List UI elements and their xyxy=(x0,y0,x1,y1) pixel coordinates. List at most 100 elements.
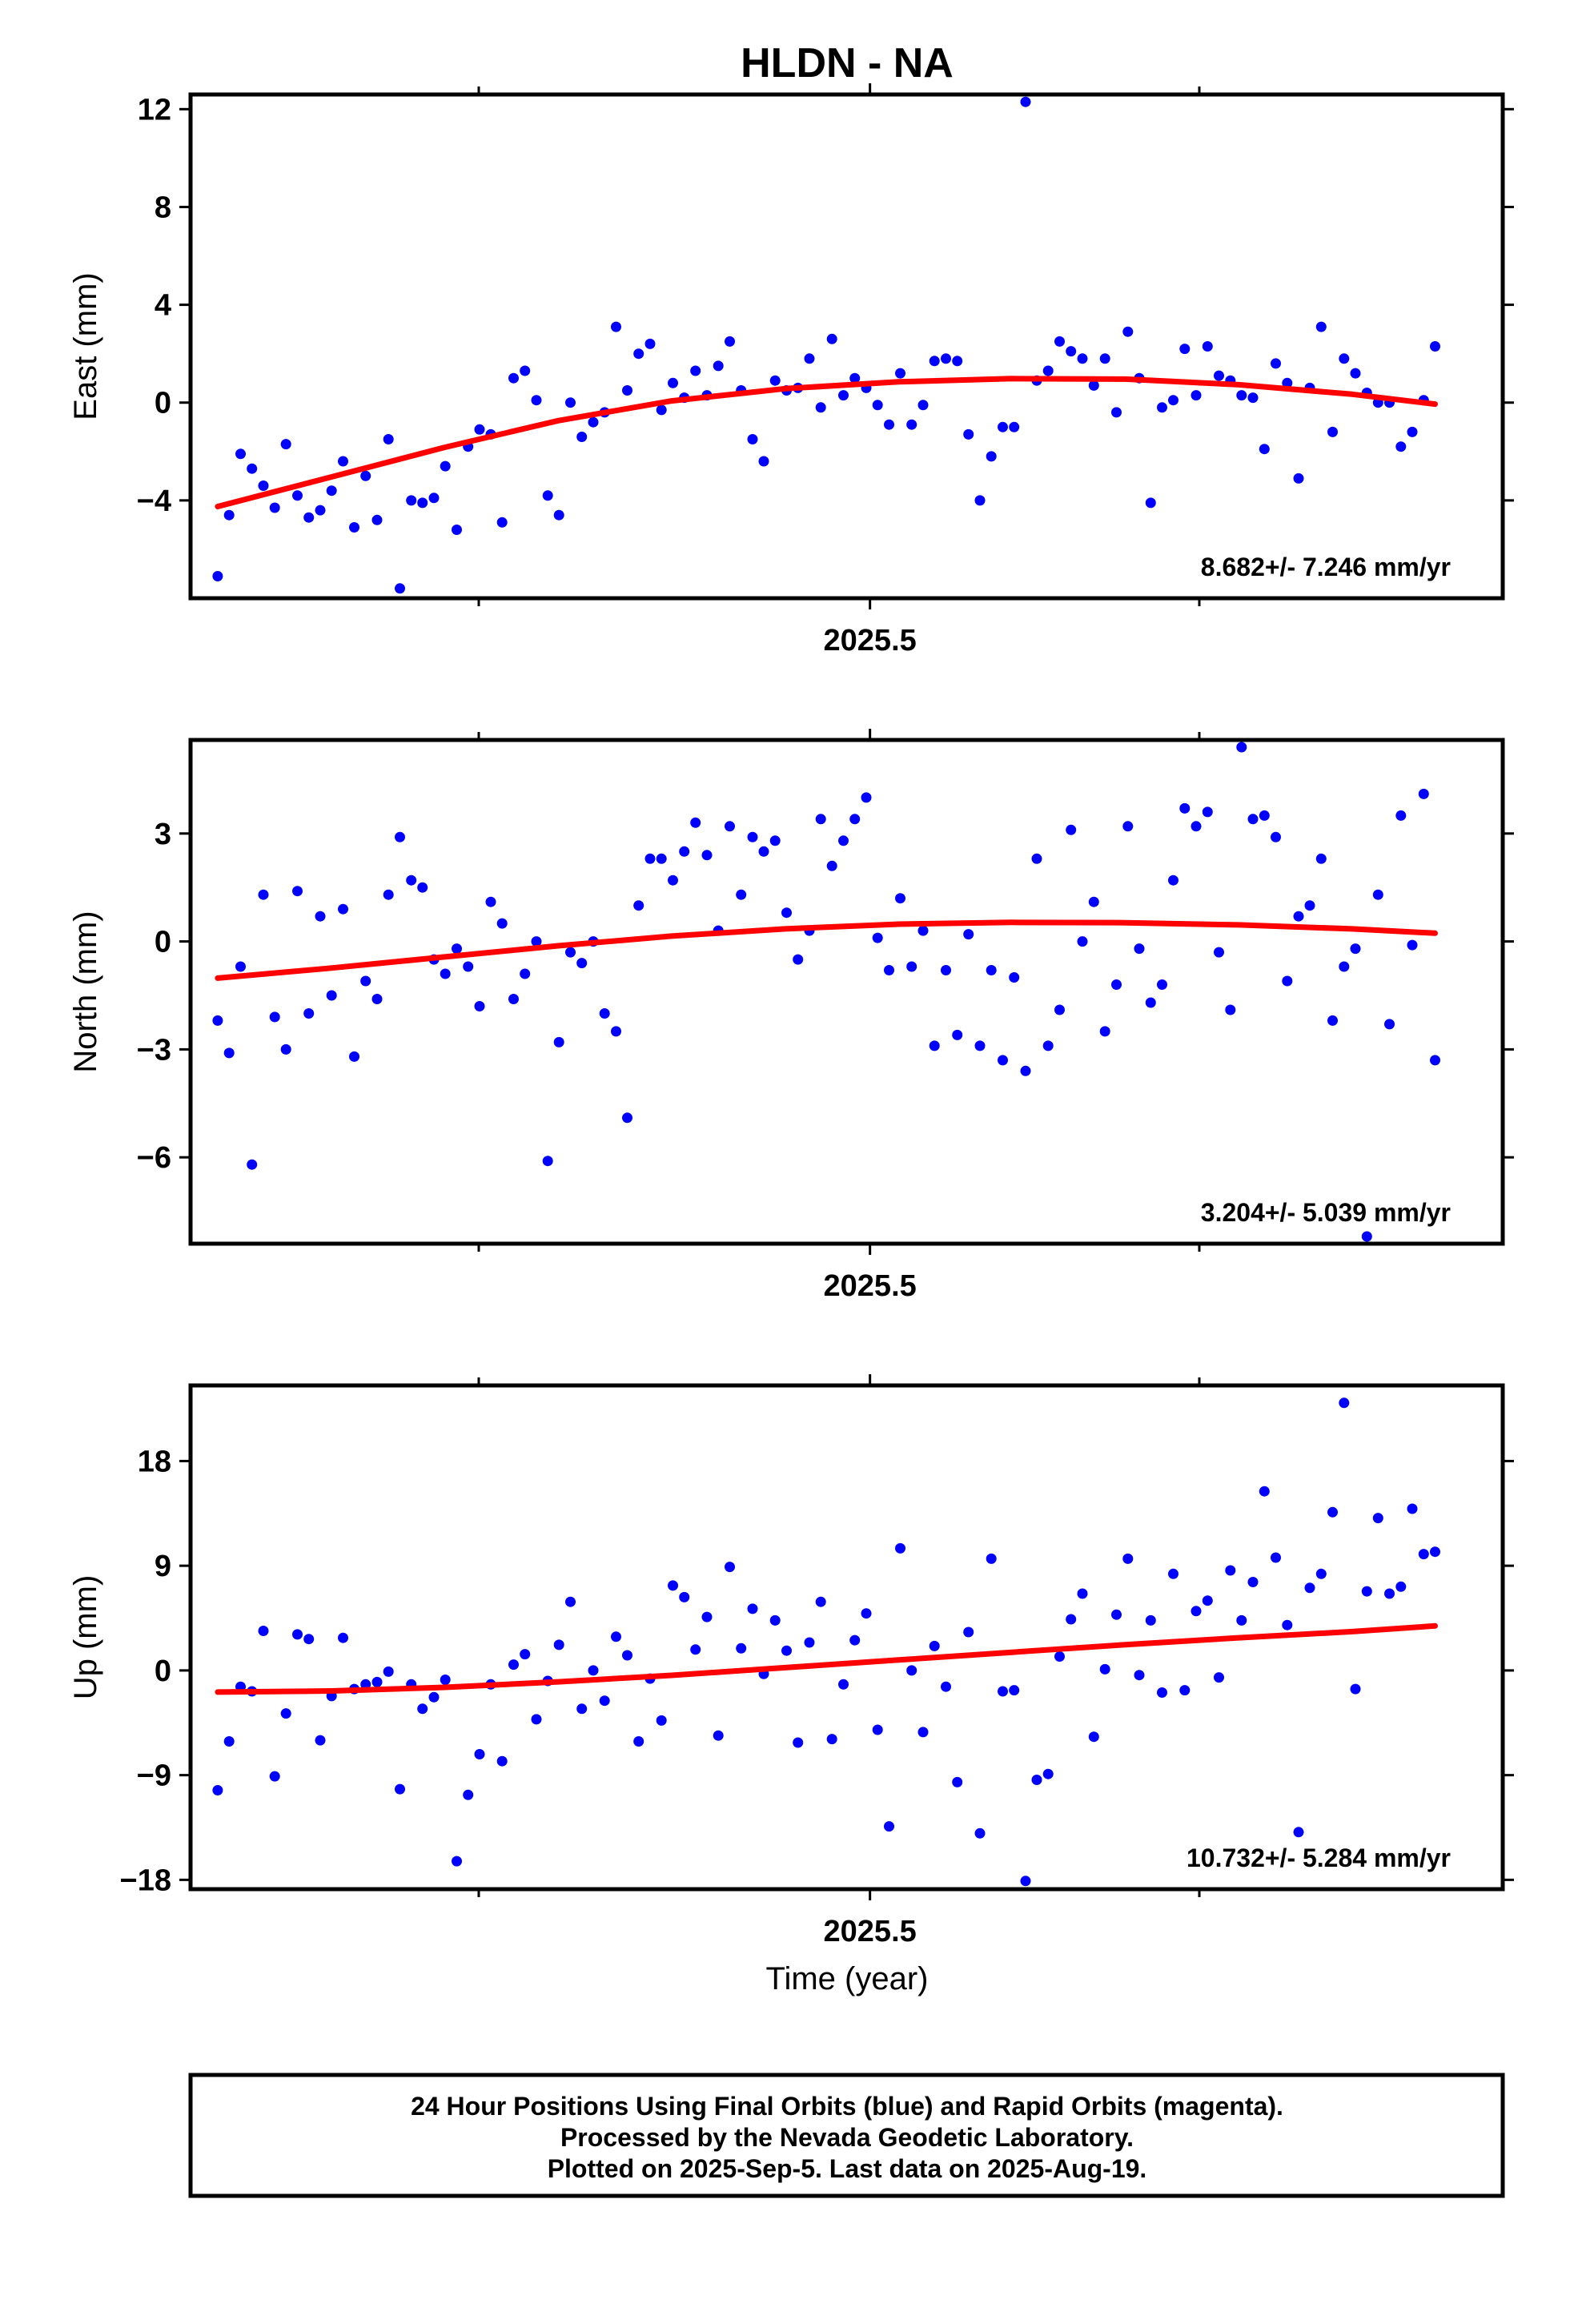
east-point-84 xyxy=(1168,395,1178,406)
east-point-20 xyxy=(440,460,451,472)
east-point-87 xyxy=(1202,341,1213,352)
east-point-27 xyxy=(520,365,531,376)
north-point-24 xyxy=(485,896,496,907)
north-point-59 xyxy=(884,965,894,975)
north-point-83 xyxy=(1157,979,1167,990)
north-point-0 xyxy=(212,1015,223,1026)
up-point-40 xyxy=(668,1580,678,1591)
north-point-29 xyxy=(542,1156,553,1167)
north-point-84 xyxy=(1168,875,1178,886)
up-point-95 xyxy=(1293,1827,1304,1838)
north-point-17 xyxy=(406,875,417,886)
north-point-100 xyxy=(1350,943,1361,955)
east-point-18 xyxy=(417,497,428,509)
north-point-15 xyxy=(383,889,394,900)
up-point-98 xyxy=(1327,1506,1338,1518)
north-point-45 xyxy=(725,821,735,832)
north-point-36 xyxy=(622,1112,632,1124)
up-point-93 xyxy=(1271,1552,1281,1563)
up-point-64 xyxy=(941,1681,951,1692)
up-point-78 xyxy=(1099,1663,1110,1675)
north-point-65 xyxy=(952,1029,963,1040)
up-point-33 xyxy=(588,1665,599,1676)
up-y-tick-label-4: 18 xyxy=(138,1445,171,1478)
east-point-91 xyxy=(1247,392,1259,404)
up-point-55 xyxy=(838,1679,849,1690)
up-point-63 xyxy=(929,1640,940,1651)
up-point-105 xyxy=(1407,1503,1418,1514)
north-point-98 xyxy=(1327,1015,1338,1026)
east-point-44 xyxy=(713,360,724,372)
east-x-tick-label-0: 2025.5 xyxy=(824,624,917,657)
east-point-76 xyxy=(1077,353,1088,364)
north-point-10 xyxy=(326,990,337,1001)
east-point-107 xyxy=(1430,341,1440,352)
up-point-30 xyxy=(553,1639,564,1651)
up-point-32 xyxy=(576,1703,588,1715)
east-point-58 xyxy=(872,400,883,411)
north-y-tick-label-1: −3 xyxy=(137,1033,171,1067)
up-point-51 xyxy=(793,1737,804,1748)
east-point-5 xyxy=(269,502,280,513)
up-point-50 xyxy=(781,1645,792,1656)
north-trend-line xyxy=(215,919,1438,981)
up-point-25 xyxy=(496,1755,508,1767)
east-point-1 xyxy=(223,509,235,521)
up-point-34 xyxy=(599,1695,610,1707)
north-point-99 xyxy=(1339,961,1350,972)
up-point-9 xyxy=(315,1735,326,1746)
east-panel: −4 0 4 8 12 2025.5 East (mm) 8.682+/- 7.246 mm/… xyxy=(68,83,1514,657)
east-point-32 xyxy=(576,432,588,442)
north-y-tick-label-0: −6 xyxy=(137,1141,171,1175)
east-point-56 xyxy=(849,372,861,384)
up-point-102 xyxy=(1372,1513,1383,1524)
north-point-106 xyxy=(1418,788,1429,799)
up-point-84 xyxy=(1168,1568,1178,1579)
up-point-82 xyxy=(1145,1614,1156,1626)
up-point-97 xyxy=(1315,1568,1327,1579)
north-point-51 xyxy=(793,954,804,965)
east-y-tick-label-2: 4 xyxy=(155,289,171,323)
east-point-12 xyxy=(349,522,359,533)
north-point-58 xyxy=(872,932,883,943)
north-x-tick-label-0: 2025.5 xyxy=(824,1269,917,1303)
east-point-97 xyxy=(1315,321,1327,332)
east-rate-label: 8.682+/- 7.246 mm/yr xyxy=(1201,553,1451,581)
east-point-83 xyxy=(1157,402,1167,413)
up-point-65 xyxy=(952,1776,963,1787)
east-point-9 xyxy=(315,505,326,516)
east-point-53 xyxy=(815,402,826,413)
up-point-88 xyxy=(1214,1672,1224,1683)
up-point-46 xyxy=(736,1642,747,1654)
east-y-tick-label-0: −4 xyxy=(137,485,171,518)
up-point-76 xyxy=(1077,1588,1088,1599)
up-y-tick-label-3: 9 xyxy=(155,1550,171,1583)
up-point-92 xyxy=(1259,1486,1270,1497)
up-point-53 xyxy=(815,1596,826,1607)
north-point-53 xyxy=(815,814,826,825)
north-point-42 xyxy=(690,817,701,828)
north-point-34 xyxy=(599,1008,610,1019)
north-point-75 xyxy=(1066,824,1077,835)
east-point-45 xyxy=(725,336,735,347)
north-point-4 xyxy=(258,889,269,900)
north-point-50 xyxy=(781,907,792,919)
up-point-56 xyxy=(849,1634,861,1646)
north-point-2 xyxy=(235,961,246,972)
north-point-40 xyxy=(668,875,678,886)
up-point-14 xyxy=(371,1676,383,1687)
north-point-18 xyxy=(417,882,428,893)
east-point-8 xyxy=(303,512,315,523)
east-point-7 xyxy=(292,490,303,501)
east-point-77 xyxy=(1088,380,1099,391)
up-point-20 xyxy=(440,1675,451,1685)
north-point-62 xyxy=(917,925,929,936)
east-point-88 xyxy=(1214,370,1224,381)
north-y-tick-label-2: 0 xyxy=(155,926,171,959)
north-point-1 xyxy=(223,1047,235,1059)
north-point-79 xyxy=(1111,979,1122,990)
east-point-3 xyxy=(247,463,258,474)
up-point-71 xyxy=(1020,1876,1031,1887)
north-point-49 xyxy=(769,835,781,846)
east-point-95 xyxy=(1293,472,1304,484)
